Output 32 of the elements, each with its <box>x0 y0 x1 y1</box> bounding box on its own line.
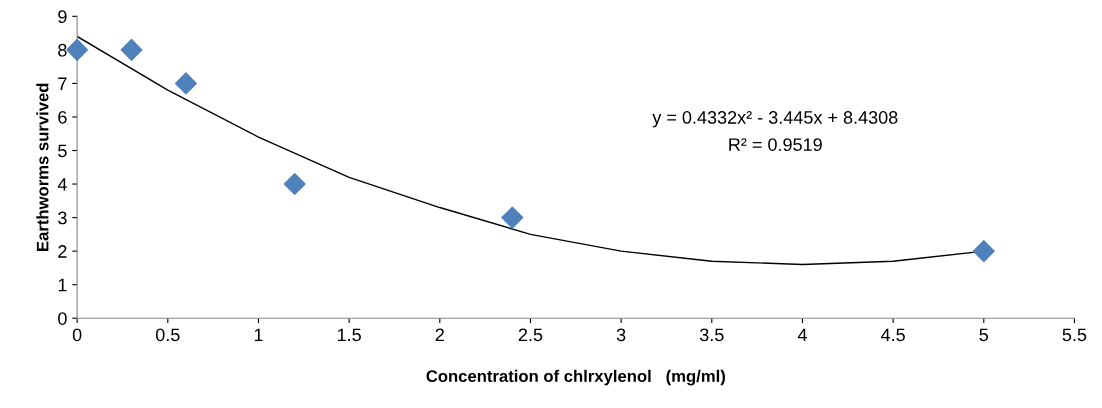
y-tick-label: 0 <box>58 312 67 325</box>
x-tick-label: 3.5 <box>699 328 724 342</box>
x-tick-label: 5.5 <box>1062 328 1087 342</box>
y-tick-label: 7 <box>58 77 67 90</box>
x-tick-label: 2 <box>435 328 444 342</box>
point <box>66 38 89 61</box>
x-axis-title: Concentration of chlrxylenol (mg/ml) <box>426 369 725 386</box>
x-tick-label: 3 <box>616 328 626 342</box>
y-tick-label: 9 <box>58 10 67 24</box>
x-tick-label: 4 <box>797 328 807 342</box>
annotation: R² = 0.9519 <box>729 138 822 151</box>
point <box>972 240 995 263</box>
x-tick-label: 2.5 <box>518 328 543 342</box>
x-tick-label: 4.5 <box>880 328 905 342</box>
y-tick-label: 8 <box>58 43 67 57</box>
y-tick-label: 2 <box>58 245 67 258</box>
x-tick-label: 1.5 <box>337 328 361 342</box>
y-tick-label: 4 <box>57 178 67 191</box>
point <box>501 206 524 229</box>
y-tick-label: 5 <box>58 144 67 158</box>
y-axis-title: Earthworms survived <box>36 83 49 251</box>
x-tick-label: 0 <box>72 328 82 342</box>
x-tick-label: 1 <box>254 328 263 342</box>
point <box>174 72 197 95</box>
x-tick-label: 5 <box>979 328 989 342</box>
y-tick-label: 3 <box>58 211 67 225</box>
point <box>283 173 306 196</box>
y-tick-label: 1 <box>58 278 67 292</box>
point <box>120 38 143 61</box>
annotation: y = 0.4332x² - 3.445x + 8.4308 <box>652 111 898 128</box>
y-tick-label: 6 <box>58 110 67 124</box>
x-tick-label: 0.5 <box>155 328 180 342</box>
